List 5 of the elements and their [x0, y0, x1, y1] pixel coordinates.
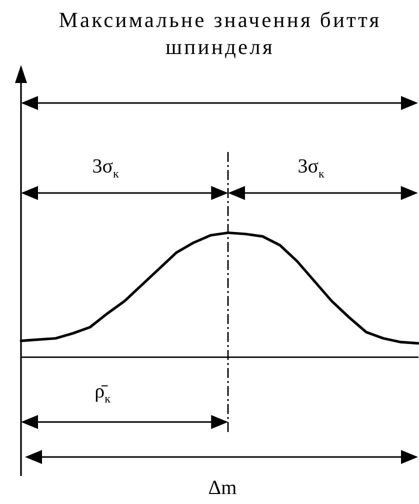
text: 3σ$_{к}$	[298, 156, 324, 182]
text: Δm	[208, 477, 237, 499]
text: 3σ$_{к}$	[92, 156, 119, 182]
text: ρ̄$_{к}$	[94, 380, 110, 408]
chart-title: Максимальне значення биття шпинделя	[58, 7, 382, 61]
